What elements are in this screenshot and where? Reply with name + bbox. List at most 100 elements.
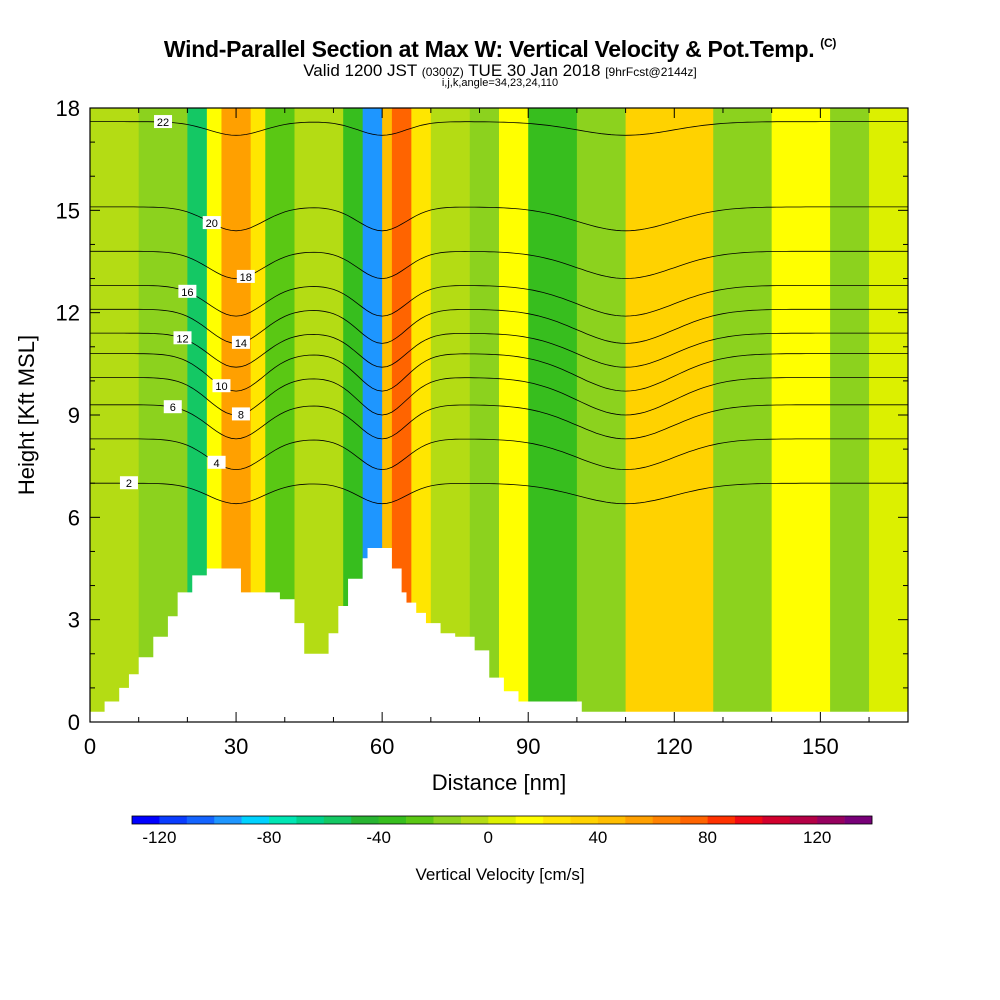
velocity-band-2 <box>187 108 208 722</box>
contour-label-18: 18 <box>240 272 252 284</box>
colorbar-title: Vertical Velocity [cm/s] <box>415 865 584 884</box>
contour-label-bg-10 <box>212 379 231 393</box>
colorbar-swatch-8 <box>351 816 379 824</box>
contour-label-bg-4 <box>207 455 226 469</box>
contour-label-bg-20 <box>202 216 221 230</box>
forecast-info: [9hrFcst@2144z] <box>605 65 697 79</box>
colorbar-label-0: 0 <box>484 828 493 847</box>
contour-label-14: 14 <box>235 338 247 350</box>
theta-contour-22 <box>90 121 908 136</box>
colorbar-swatch-14 <box>515 816 544 824</box>
colorbar-label--80: -80 <box>257 828 282 847</box>
terrain <box>90 548 908 722</box>
velocity-band-13 <box>430 108 471 722</box>
colorbar-swatch-16 <box>570 816 599 824</box>
colorbar-swatch-7 <box>323 816 352 824</box>
contour-label-20: 20 <box>206 218 218 230</box>
x-tick-label-90: 90 <box>516 734 540 759</box>
velocity-band-14 <box>469 108 500 722</box>
contour-label-bg-18 <box>236 269 255 283</box>
contour-label-12: 12 <box>176 333 188 345</box>
velocity-band-18 <box>625 108 714 722</box>
theta-contours: 2 4 6 8 10 12 14 16 18 20 22 <box>90 115 908 505</box>
contour-label-bg-8 <box>231 407 250 421</box>
colorbar-swatch-21 <box>707 816 736 824</box>
contour-label-bg-22 <box>154 115 173 129</box>
velocity-band-20 <box>771 108 831 722</box>
colorbar-swatch-17 <box>597 816 626 824</box>
colorbar: -120 -80 -40 0 40 80 120 Vertical Velocity [cm/… <box>131 815 873 884</box>
chart-subtitle: Valid 1200 JST (0300Z) TUE 30 Jan 2018 [… <box>0 61 1000 81</box>
y-tick-label-12: 12 <box>56 301 80 326</box>
colorbar-swatch-24 <box>789 816 818 824</box>
grid-info: i,j,k,angle=34,23,24,110 <box>441 77 559 89</box>
colorbar-swatch-15 <box>543 816 571 824</box>
colorbar-swatch-1 <box>159 816 188 824</box>
y-tick-label-15: 15 <box>56 198 80 223</box>
colorbar-label-120: 120 <box>803 828 831 847</box>
theta-contour-4 <box>90 438 908 471</box>
theta-contour-8 <box>90 377 908 416</box>
colorbar-swatch-10 <box>406 816 434 824</box>
valid-time-main: Valid 1200 JST <box>303 61 417 80</box>
contour-label-bg-2 <box>119 476 138 490</box>
colorbar-swatch-13 <box>488 816 517 824</box>
y-tick-label-0: 0 <box>68 710 80 735</box>
theta-contour-12 <box>90 332 908 368</box>
y-tick-label-9: 9 <box>68 403 80 428</box>
y-tick-label-3: 3 <box>68 608 80 633</box>
contour-label-6: 6 <box>170 402 176 414</box>
axes: 0 30 60 90 120 150 0 3 6 9 12 15 18 Distance [nm] Heig… <box>14 96 909 795</box>
x-tick-label-60: 60 <box>370 734 394 759</box>
contour-label-4: 4 <box>214 458 220 470</box>
theta-contour-16 <box>90 284 908 317</box>
colorbar-swatch-20 <box>680 816 708 824</box>
colorbar-swatch-11 <box>433 816 462 824</box>
velocity-band-15 <box>499 108 529 722</box>
chart-title-text: Wind-Parallel Section at Max W: Vertical… <box>163 36 815 62</box>
contour-label-bg-6 <box>163 400 182 414</box>
theta-contour-14 <box>90 308 908 344</box>
chart-title: Wind-Parallel Section at Max W: Vertical… <box>0 36 1000 63</box>
valid-time-utc: (0300Z) <box>421 65 464 79</box>
velocity-band-17 <box>576 108 627 722</box>
theta-contour-6 <box>90 404 908 440</box>
x-tick-label-30: 30 <box>224 734 248 759</box>
contour-label-16: 16 <box>181 287 193 299</box>
theta-contour-20 <box>90 206 908 232</box>
contour-label-8: 8 <box>238 409 244 421</box>
contour-label-bg-12 <box>173 331 192 345</box>
y-tick-label-6: 6 <box>68 505 80 530</box>
y-tick-label-18: 18 <box>56 96 80 121</box>
colorbar-label--40: -40 <box>366 828 391 847</box>
colorbar-swatch-23 <box>762 816 791 824</box>
colorbar-label-40: 40 <box>588 828 607 847</box>
contour-label-bg-14 <box>231 335 250 349</box>
velocity-band-10 <box>382 108 393 722</box>
y-axis-label: Height [Kft MSL] <box>14 335 39 495</box>
terrain-shape <box>90 548 908 722</box>
colorbar-swatch-18 <box>625 816 654 824</box>
colorbar-swatch-6 <box>296 816 325 824</box>
colorbar-swatch-25 <box>817 816 845 824</box>
velocity-band-19 <box>713 108 773 722</box>
colorbar-label-80: 80 <box>698 828 717 847</box>
x-tick-label-150: 150 <box>802 734 839 759</box>
colorbar-label--120: -120 <box>142 828 176 847</box>
colorbar-swatch-19 <box>652 816 681 824</box>
velocity-band-21 <box>830 108 870 722</box>
copyright-mark: (C) <box>820 36 837 50</box>
x-axis-label: Distance [nm] <box>432 770 567 795</box>
contour-label-2: 2 <box>126 478 132 490</box>
contour-label-bg-16 <box>178 284 197 298</box>
colorbar-frame <box>131 815 873 825</box>
colorbar-swatch-9 <box>378 816 407 824</box>
colorbar-swatch-3 <box>214 816 242 824</box>
colorbar-swatch-4 <box>241 816 270 824</box>
colorbar-swatch-2 <box>186 816 215 824</box>
colorbar-swatch-26 <box>844 816 873 824</box>
theta-contour-18 <box>90 250 908 280</box>
velocity-band-5 <box>250 108 266 722</box>
